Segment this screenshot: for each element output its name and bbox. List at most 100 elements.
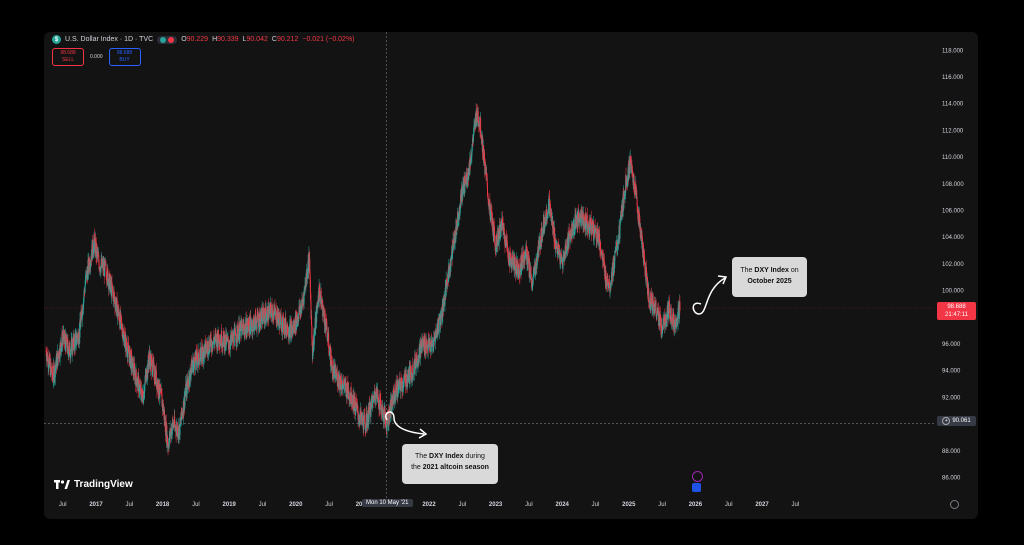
candle-body xyxy=(313,333,315,345)
candle-body xyxy=(175,428,177,435)
candle-body xyxy=(92,239,94,253)
candle-body xyxy=(212,341,214,343)
candle-body xyxy=(395,385,397,393)
candle-body xyxy=(548,198,550,214)
economic-event-flag-icon[interactable] xyxy=(692,483,701,492)
annotation-oct-line1: The DXY Index on xyxy=(740,267,799,274)
annotation-2021[interactable]: The DXY Index during the 2021 altcoin se… xyxy=(402,444,498,484)
candle-body xyxy=(162,402,164,413)
candle-body xyxy=(635,193,637,195)
market-status-icon xyxy=(160,36,167,43)
candle-body xyxy=(250,320,252,327)
candle-body xyxy=(381,407,383,418)
ohlc-low: L90.042 xyxy=(242,36,268,43)
candle-body xyxy=(85,273,87,276)
chart-svg[interactable]: 86.00088.00090.00092.00094.00096.00098.0… xyxy=(44,32,978,519)
time-settings-icon[interactable] xyxy=(950,500,959,509)
candle-body xyxy=(510,257,512,268)
candle-body xyxy=(490,211,492,221)
plus-icon[interactable]: + xyxy=(942,417,951,425)
candle-body xyxy=(201,346,203,360)
candle-body xyxy=(193,363,195,373)
candle-body xyxy=(618,225,620,235)
candle-body xyxy=(603,259,605,262)
candle-body xyxy=(268,309,270,310)
candle-body xyxy=(59,343,61,358)
candle-body xyxy=(80,318,82,328)
candle-body xyxy=(203,345,205,358)
candle-body xyxy=(549,204,551,217)
candle-body xyxy=(191,365,193,374)
candle-body xyxy=(404,375,406,380)
candle-body xyxy=(328,348,330,352)
candle-body xyxy=(649,297,651,309)
candle-body xyxy=(239,328,241,338)
ohlc-open: O90.229 xyxy=(181,36,209,43)
candle-body xyxy=(346,384,348,399)
candle-body xyxy=(623,194,625,209)
candle-body xyxy=(504,233,506,246)
candle-body xyxy=(356,404,358,407)
candle-body xyxy=(517,275,519,278)
candle-body xyxy=(131,354,133,368)
candle-body xyxy=(444,299,446,306)
candle-body xyxy=(63,339,65,342)
candle-body xyxy=(508,254,510,265)
candle-body xyxy=(141,395,143,402)
candle-body xyxy=(486,176,488,178)
candle-body xyxy=(626,177,628,186)
candle-body xyxy=(403,373,405,377)
candle-body xyxy=(116,310,118,318)
candle-body xyxy=(650,293,652,302)
candle-body xyxy=(275,309,277,323)
chart-area[interactable]: 86.00088.00090.00092.00094.00096.00098.0… xyxy=(44,32,978,519)
candle-body xyxy=(153,377,155,380)
symbol-title[interactable]: U.S. Dollar Index · 1D · TVC xyxy=(65,36,154,43)
candle-body xyxy=(79,319,81,338)
annotation-oct-2025[interactable]: The DXY Index on October 2025 xyxy=(732,257,807,297)
sell-button[interactable]: 98.688 SELL xyxy=(52,48,84,66)
candle-body xyxy=(678,301,680,319)
y-tick-label: 92.000 xyxy=(942,395,961,401)
candle-body xyxy=(568,232,570,248)
candle-body xyxy=(454,233,456,244)
buy-price: 98.688 xyxy=(116,50,133,56)
event-icon[interactable] xyxy=(692,471,703,482)
candle-body xyxy=(261,318,263,323)
candle-body xyxy=(290,322,292,324)
candle-body xyxy=(52,379,54,382)
candle-body xyxy=(377,389,379,395)
candle-body xyxy=(531,286,533,289)
candle-body xyxy=(317,305,319,309)
candle-body xyxy=(571,232,573,237)
y-tick-label: 88.000 xyxy=(942,449,961,455)
candle-body xyxy=(496,238,498,247)
candle-body xyxy=(642,250,644,253)
candle-body xyxy=(419,341,421,359)
buy-button[interactable]: 98.688 BUY xyxy=(108,48,141,66)
candle-body xyxy=(677,304,679,309)
candle-body xyxy=(520,268,522,273)
candle-body xyxy=(214,334,216,340)
tradingview-logo[interactable]: TradingView xyxy=(54,479,133,490)
candle-body xyxy=(514,263,516,265)
candle-body xyxy=(663,318,665,324)
candle-body xyxy=(107,271,109,285)
candle-body xyxy=(47,356,49,368)
candle-body xyxy=(233,331,235,347)
candle-body xyxy=(81,312,83,319)
candle-body xyxy=(327,334,329,340)
candle-body xyxy=(287,333,289,335)
candle-body xyxy=(116,297,118,299)
candle-body xyxy=(485,168,487,174)
candle-body xyxy=(366,412,368,415)
status-pill[interactable] xyxy=(157,35,178,44)
candle-body xyxy=(635,183,637,195)
candle-body xyxy=(591,221,593,233)
candle-body xyxy=(252,327,254,333)
candle-body xyxy=(145,372,147,379)
candle-body xyxy=(461,188,463,191)
candle-body xyxy=(251,326,253,332)
candle-body xyxy=(452,244,454,249)
candle-body xyxy=(133,363,135,375)
